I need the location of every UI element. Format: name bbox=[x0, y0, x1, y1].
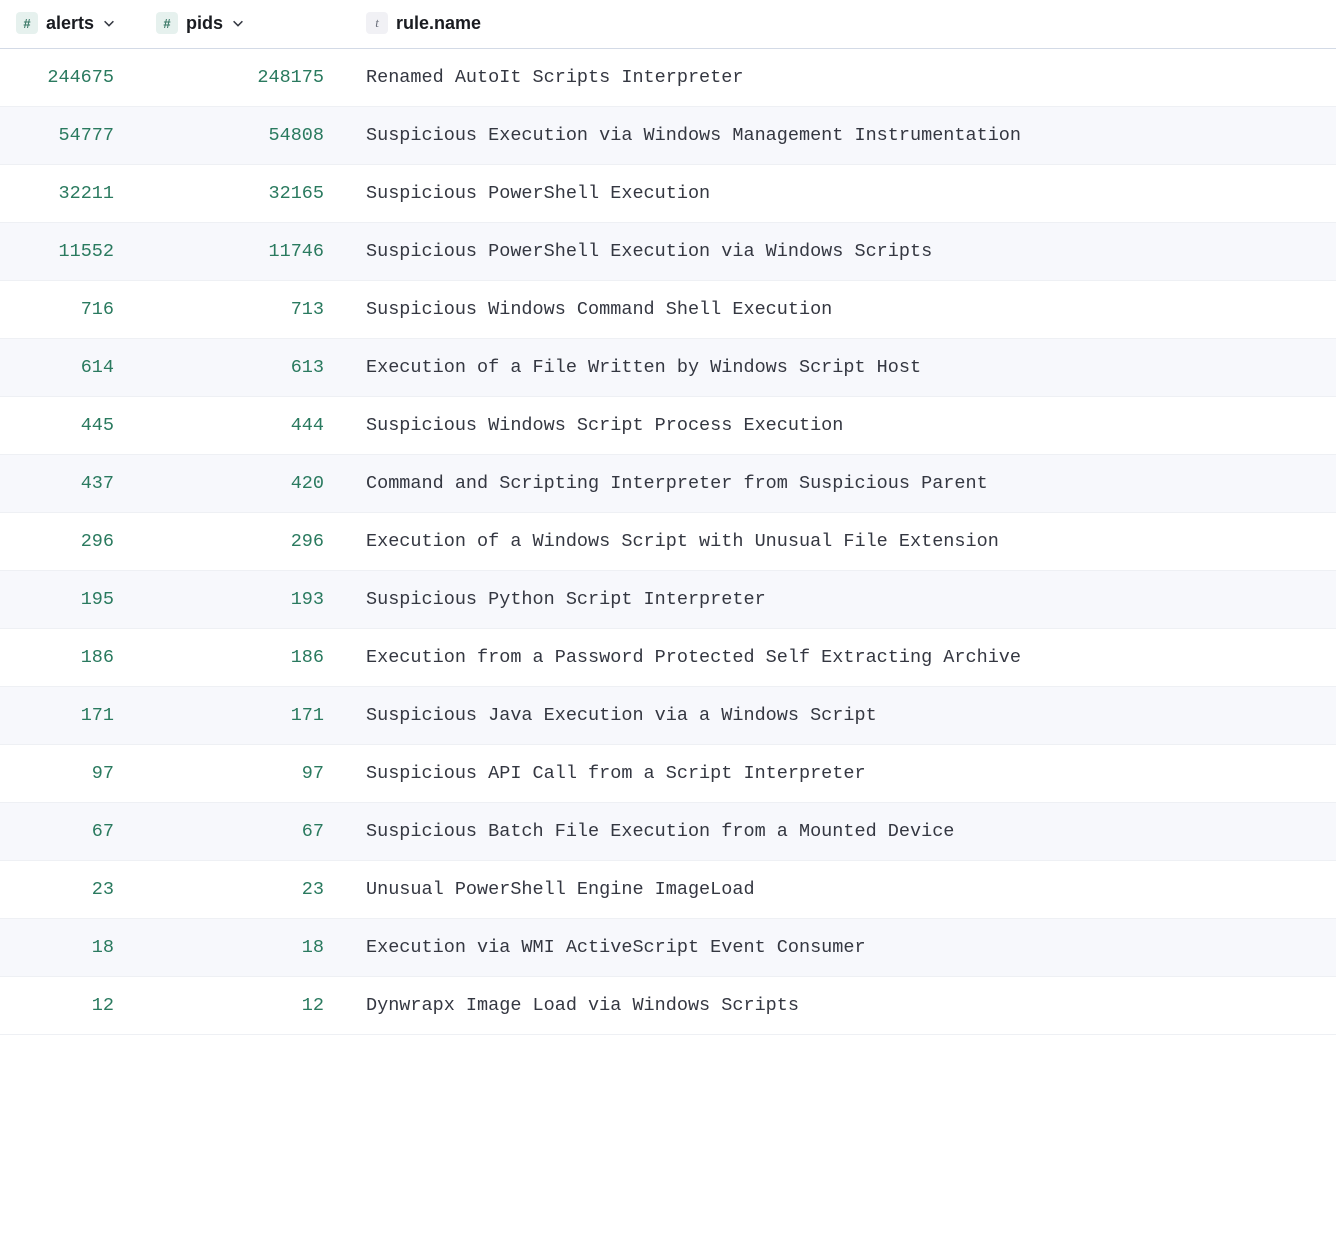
table-row[interactable]: 9797Suspicious API Call from a Script In… bbox=[0, 745, 1336, 803]
alerts-cell: 716 bbox=[0, 281, 140, 339]
rule-name-cell: Execution from a Password Protected Self… bbox=[350, 629, 1336, 687]
alerts-cell: 244675 bbox=[0, 49, 140, 107]
alerts-cell: 296 bbox=[0, 513, 140, 571]
alerts-cell: 614 bbox=[0, 339, 140, 397]
alerts-cell: 195 bbox=[0, 571, 140, 629]
pids-cell: 11746 bbox=[140, 223, 350, 281]
alerts-table: # alerts # pids t bbox=[0, 0, 1336, 1035]
number-type-icon: # bbox=[16, 12, 38, 34]
pids-cell: 32165 bbox=[140, 165, 350, 223]
table-row[interactable]: 186186Execution from a Password Protecte… bbox=[0, 629, 1336, 687]
pids-cell: 97 bbox=[140, 745, 350, 803]
table-row[interactable]: 1212Dynwrapx Image Load via Windows Scri… bbox=[0, 977, 1336, 1035]
rule-name-cell: Suspicious PowerShell Execution via Wind… bbox=[350, 223, 1336, 281]
alerts-cell: 12 bbox=[0, 977, 140, 1035]
table-row[interactable]: 437420Command and Scripting Interpreter … bbox=[0, 455, 1336, 513]
table-row[interactable]: 171171Suspicious Java Execution via a Wi… bbox=[0, 687, 1336, 745]
column-label: pids bbox=[186, 13, 223, 34]
rule-name-cell: Execution of a Windows Script with Unusu… bbox=[350, 513, 1336, 571]
column-header-pids[interactable]: # pids bbox=[140, 0, 350, 49]
chevron-down-icon bbox=[231, 16, 245, 30]
pids-cell: 186 bbox=[140, 629, 350, 687]
pids-cell: 18 bbox=[140, 919, 350, 977]
table-row[interactable]: 716713Suspicious Windows Command Shell E… bbox=[0, 281, 1336, 339]
table-row[interactable]: 296296Execution of a Windows Script with… bbox=[0, 513, 1336, 571]
pids-cell: 613 bbox=[140, 339, 350, 397]
table-row[interactable]: 244675248175Renamed AutoIt Scripts Inter… bbox=[0, 49, 1336, 107]
chevron-down-icon bbox=[102, 16, 116, 30]
table-row[interactable]: 6767Suspicious Batch File Execution from… bbox=[0, 803, 1336, 861]
rule-name-cell: Suspicious Python Script Interpreter bbox=[350, 571, 1336, 629]
alerts-cell: 32211 bbox=[0, 165, 140, 223]
table-body: 244675248175Renamed AutoIt Scripts Inter… bbox=[0, 49, 1336, 1035]
rule-name-cell: Suspicious PowerShell Execution bbox=[350, 165, 1336, 223]
rule-name-cell: Execution via WMI ActiveScript Event Con… bbox=[350, 919, 1336, 977]
pids-cell: 54808 bbox=[140, 107, 350, 165]
table-row[interactable]: 614613Execution of a File Written by Win… bbox=[0, 339, 1336, 397]
table-row[interactable]: 2323Unusual PowerShell Engine ImageLoad bbox=[0, 861, 1336, 919]
rule-name-cell: Unusual PowerShell Engine ImageLoad bbox=[350, 861, 1336, 919]
pids-cell: 193 bbox=[140, 571, 350, 629]
pids-cell: 296 bbox=[140, 513, 350, 571]
pids-cell: 12 bbox=[140, 977, 350, 1035]
pids-cell: 67 bbox=[140, 803, 350, 861]
pids-cell: 713 bbox=[140, 281, 350, 339]
alerts-cell: 11552 bbox=[0, 223, 140, 281]
table-row[interactable]: 1155211746Suspicious PowerShell Executio… bbox=[0, 223, 1336, 281]
text-type-icon: t bbox=[366, 12, 388, 34]
table-header-row: # alerts # pids t bbox=[0, 0, 1336, 49]
rule-name-cell: Command and Scripting Interpreter from S… bbox=[350, 455, 1336, 513]
alerts-cell: 445 bbox=[0, 397, 140, 455]
table-row[interactable]: 1818Execution via WMI ActiveScript Event… bbox=[0, 919, 1336, 977]
alerts-cell: 97 bbox=[0, 745, 140, 803]
column-label: alerts bbox=[46, 13, 94, 34]
rule-name-cell: Suspicious Execution via Windows Managem… bbox=[350, 107, 1336, 165]
alerts-cell: 54777 bbox=[0, 107, 140, 165]
alerts-cell: 23 bbox=[0, 861, 140, 919]
column-header-alerts[interactable]: # alerts bbox=[0, 0, 140, 49]
pids-cell: 171 bbox=[140, 687, 350, 745]
pids-cell: 444 bbox=[140, 397, 350, 455]
alerts-cell: 186 bbox=[0, 629, 140, 687]
table-row[interactable]: 195193Suspicious Python Script Interpret… bbox=[0, 571, 1336, 629]
column-label: rule.name bbox=[396, 13, 481, 34]
alerts-cell: 67 bbox=[0, 803, 140, 861]
rule-name-cell: Suspicious Windows Command Shell Executi… bbox=[350, 281, 1336, 339]
alerts-cell: 437 bbox=[0, 455, 140, 513]
pids-cell: 248175 bbox=[140, 49, 350, 107]
pids-cell: 420 bbox=[140, 455, 350, 513]
rule-name-cell: Dynwrapx Image Load via Windows Scripts bbox=[350, 977, 1336, 1035]
rule-name-cell: Suspicious Batch File Execution from a M… bbox=[350, 803, 1336, 861]
column-header-rule-name[interactable]: t rule.name bbox=[350, 0, 1336, 49]
pids-cell: 23 bbox=[140, 861, 350, 919]
table-row[interactable]: 445444Suspicious Windows Script Process … bbox=[0, 397, 1336, 455]
table-row[interactable]: 5477754808Suspicious Execution via Windo… bbox=[0, 107, 1336, 165]
alerts-cell: 171 bbox=[0, 687, 140, 745]
rule-name-cell: Suspicious API Call from a Script Interp… bbox=[350, 745, 1336, 803]
alerts-cell: 18 bbox=[0, 919, 140, 977]
rule-name-cell: Suspicious Windows Script Process Execut… bbox=[350, 397, 1336, 455]
rule-name-cell: Suspicious Java Execution via a Windows … bbox=[350, 687, 1336, 745]
rule-name-cell: Execution of a File Written by Windows S… bbox=[350, 339, 1336, 397]
number-type-icon: # bbox=[156, 12, 178, 34]
table-row[interactable]: 3221132165Suspicious PowerShell Executio… bbox=[0, 165, 1336, 223]
rule-name-cell: Renamed AutoIt Scripts Interpreter bbox=[350, 49, 1336, 107]
